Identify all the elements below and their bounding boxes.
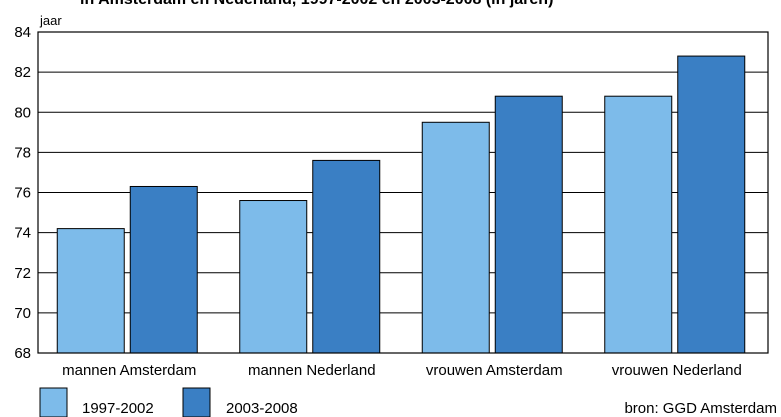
y-tick-label-76: 76: [14, 185, 31, 202]
legend-swatch-1: [182, 387, 211, 417]
bar-period2-3: [677, 55, 746, 354]
y-axis-unit-label: jaar: [39, 13, 62, 28]
x-category-label-1: mannen Nederland: [248, 362, 376, 379]
legend-label-1: 2003-2008: [226, 400, 298, 417]
y-tick-label-72: 72: [14, 265, 31, 282]
y-tick-label-80: 80: [14, 104, 31, 121]
x-category-label-3: vrouwen Nederland: [612, 362, 742, 379]
y-tick-label-78: 78: [14, 144, 31, 161]
y-tick-label-82: 82: [14, 64, 31, 81]
bar-period2-2: [494, 95, 563, 354]
bar-period1-0: [56, 228, 125, 354]
bars: [56, 55, 746, 354]
bar-period1-3: [604, 95, 673, 354]
y-axis-ticks: 68 70 72 74 76 78 80 82 84: [14, 24, 31, 362]
chart-title: in Amsterdam en Nederland, 1997-2002 en …: [80, 0, 553, 8]
bar-period2-1: [312, 159, 381, 354]
y-tick-label-74: 74: [14, 225, 31, 242]
source-note: bron: GGD Amsterdam: [624, 400, 777, 417]
x-category-label-0: mannen Amsterdam: [62, 362, 196, 379]
y-tick-label-84: 84: [14, 24, 31, 41]
bar-period2-0: [129, 185, 198, 354]
x-axis-categories: mannen Amsterdam mannen Nederland vrouwen …: [62, 362, 742, 379]
y-tick-label-70: 70: [14, 305, 31, 322]
plot-frame: [37, 31, 769, 354]
x-category-label-2: vrouwen Amsterdam: [426, 362, 563, 379]
bar-period1-1: [239, 200, 308, 354]
bar-period1-2: [421, 121, 490, 354]
legend: 1997-2002 2003-2008: [39, 387, 298, 417]
legend-swatch-0: [39, 387, 68, 417]
legend-label-0: 1997-2002: [82, 400, 154, 417]
y-tick-label-68: 68: [14, 345, 31, 362]
